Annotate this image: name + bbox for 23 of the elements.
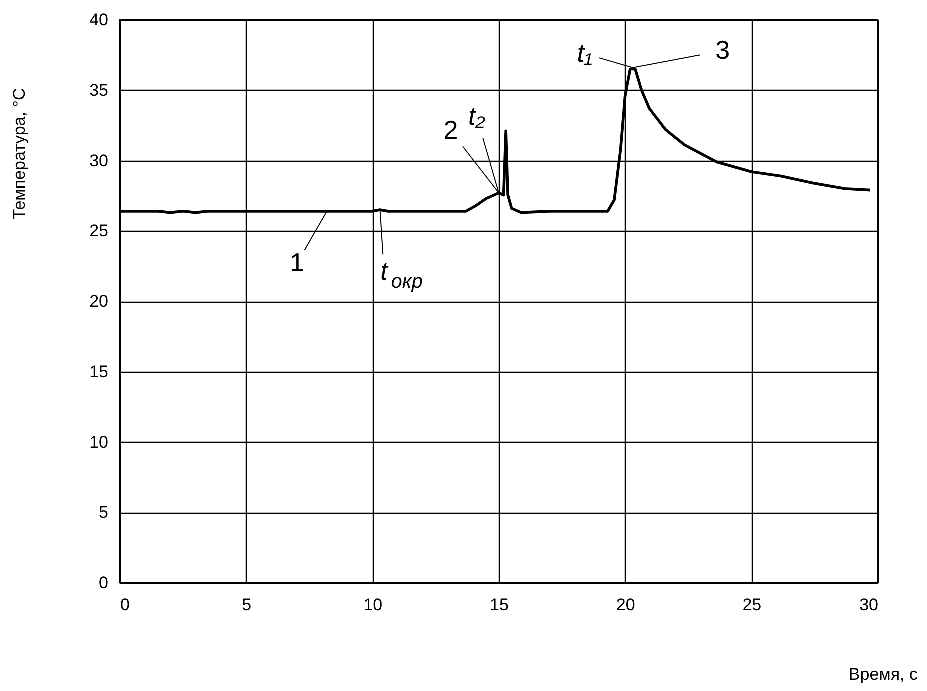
y-tick-label: 15 bbox=[90, 362, 108, 382]
y-tick-label: 40 bbox=[90, 10, 108, 30]
annotation: 1 bbox=[290, 247, 304, 278]
annotation: 3 bbox=[716, 34, 730, 65]
annotation: t₁ bbox=[577, 38, 593, 68]
y-tick-label: 5 bbox=[99, 503, 108, 522]
y-tick-label: 20 bbox=[90, 292, 108, 311]
y-axis-title: Температура, °C bbox=[10, 88, 29, 220]
y-tick-label: 30 bbox=[90, 151, 108, 170]
x-tick-label: 15 bbox=[490, 596, 509, 614]
x-tick-label: 25 bbox=[742, 596, 762, 614]
x-tick-label: 0 bbox=[120, 596, 130, 614]
x-axis-title: Время, с bbox=[848, 665, 918, 684]
x-tick-label: 5 bbox=[242, 596, 252, 614]
y-tick-label: 25 bbox=[90, 222, 108, 241]
x-tick-label: 20 bbox=[616, 596, 636, 614]
y-tick-label: 0 bbox=[99, 574, 108, 592]
y-tick-label: 35 bbox=[90, 80, 108, 100]
y-tick-label: 10 bbox=[90, 432, 108, 452]
annotation: t₂ bbox=[468, 101, 486, 132]
x-tick-label: 10 bbox=[364, 596, 383, 614]
x-tick-label: 30 bbox=[860, 596, 878, 614]
annotation: 2 bbox=[444, 115, 458, 146]
